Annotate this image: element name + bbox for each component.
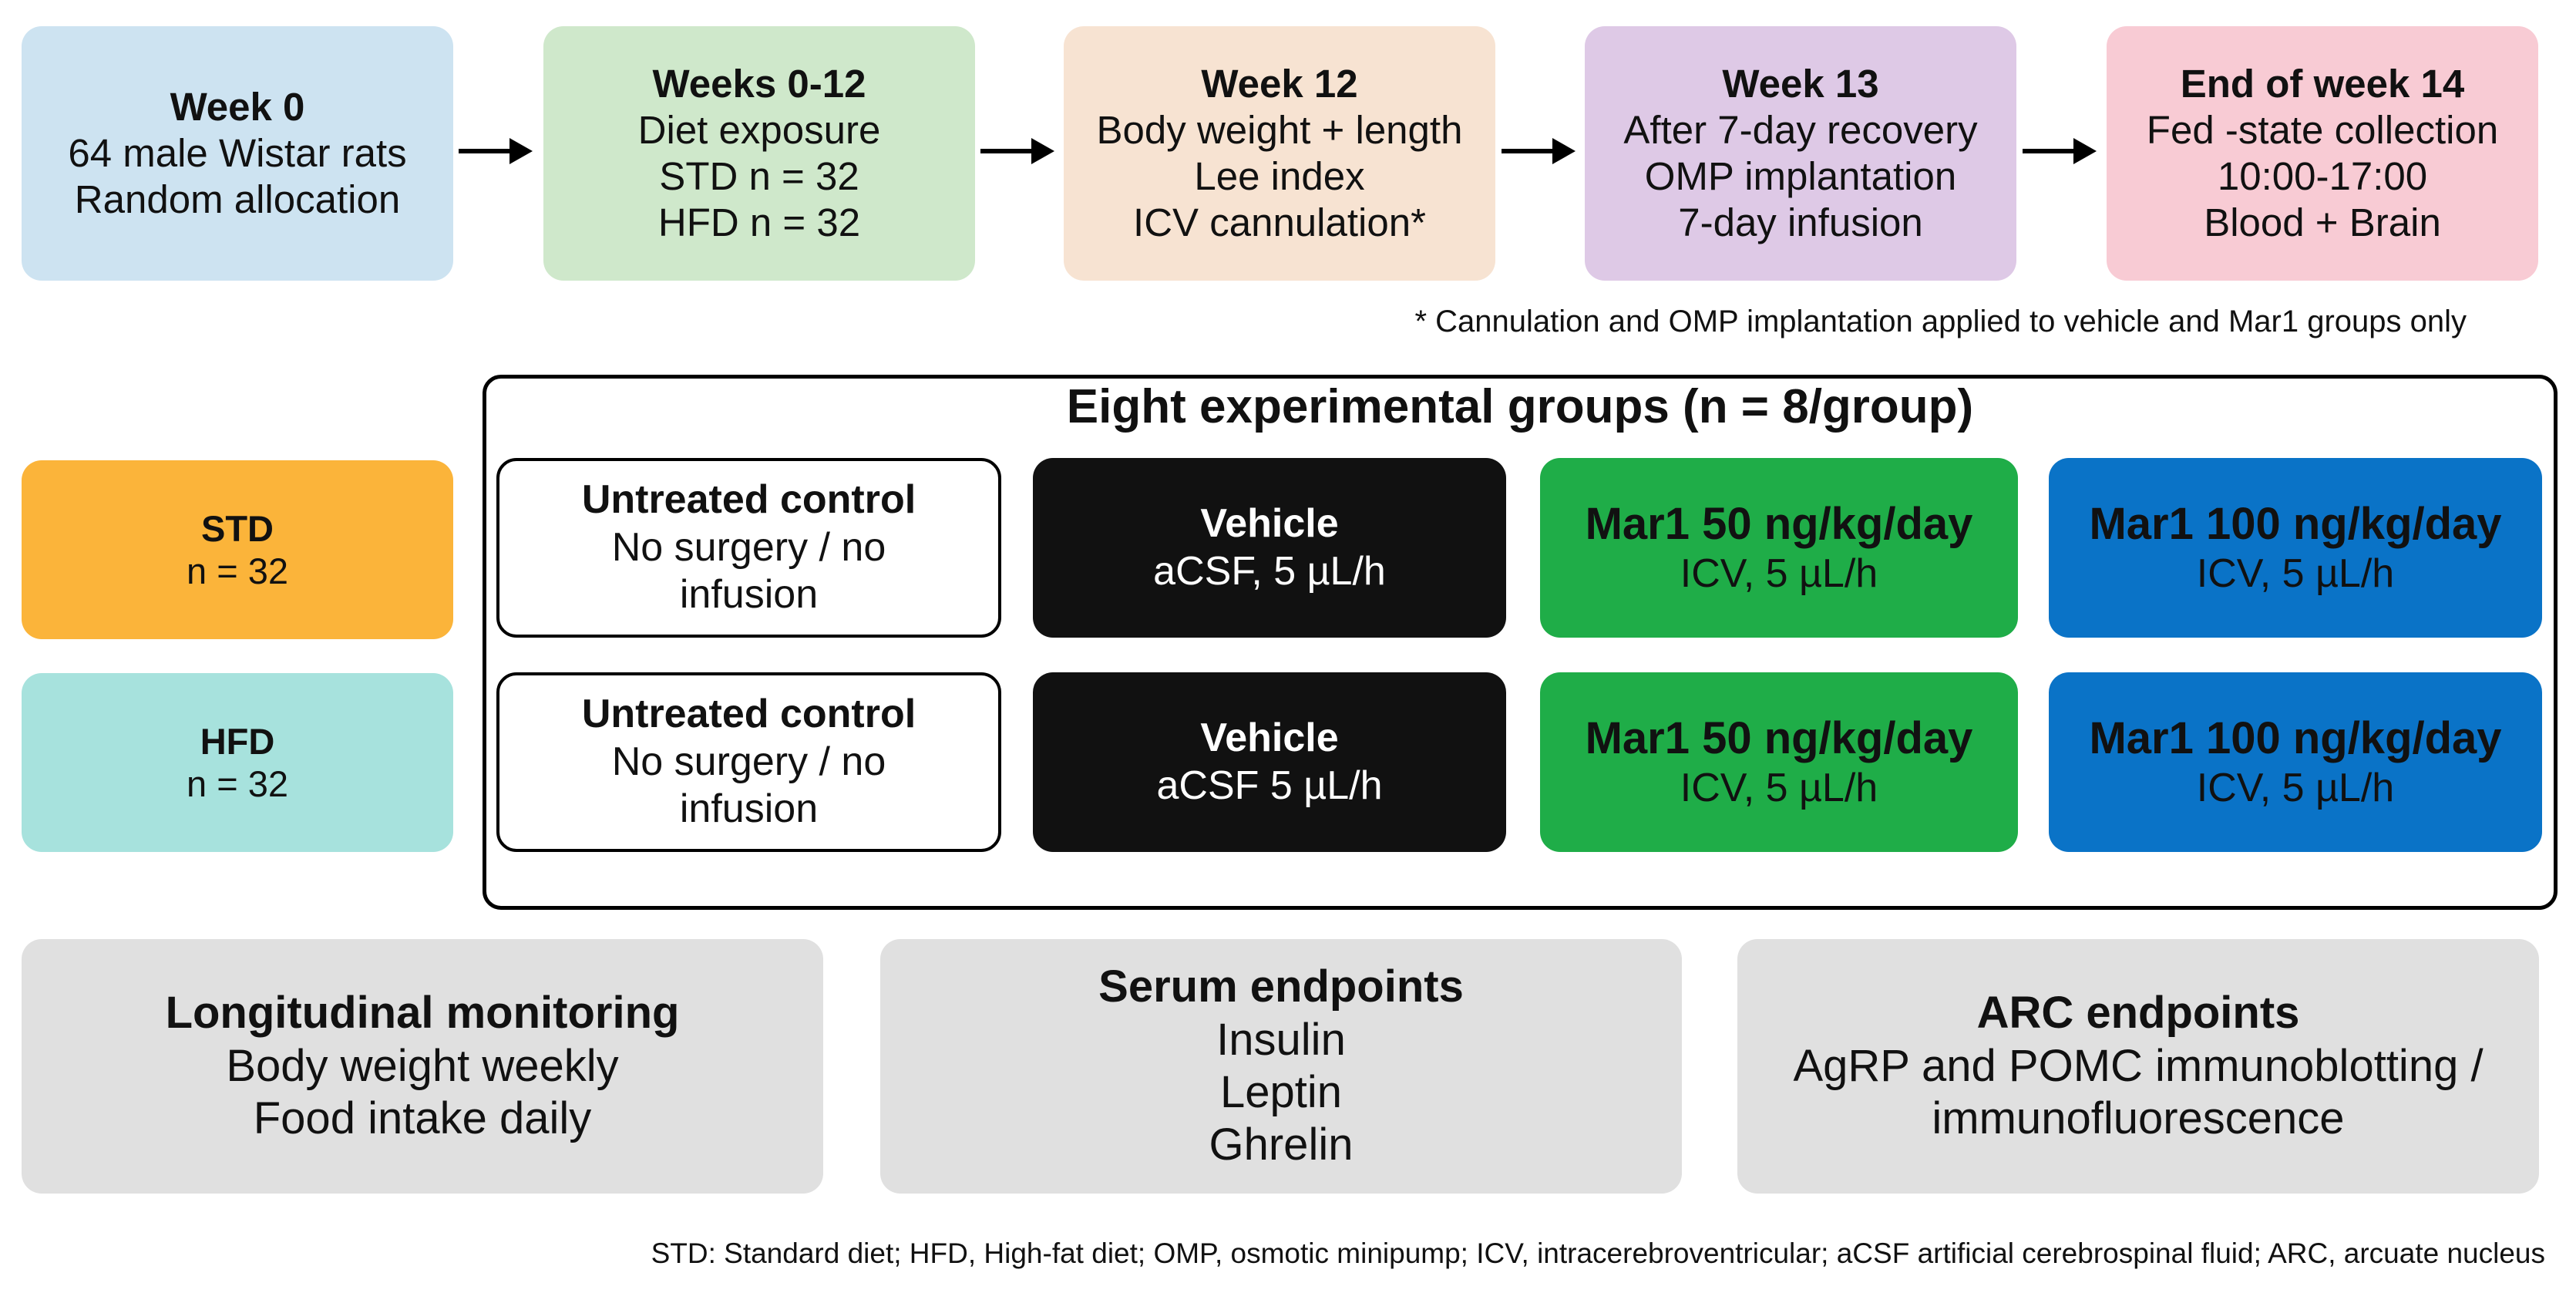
abbreviations-footer: STD: Standard diet; HFD, High-fat diet; … — [651, 1237, 2545, 1269]
endpoint-title: Serum endpoints — [1098, 961, 1464, 1012]
diet-box-hfd: HFD n = 32 — [22, 673, 453, 852]
group-vehicle-hfd: Vehicle aCSF 5 µL/h — [1033, 672, 1506, 852]
group-line: infusion — [679, 572, 819, 618]
group-title: Mar1 50 ng/kg/day — [1585, 712, 1973, 763]
group-untreated-hfd: Untreated control No surgery / no infusi… — [496, 672, 1001, 852]
timeline-line: Body weight + length — [1096, 107, 1463, 152]
endpoint-line: Food intake daily — [253, 1093, 592, 1144]
endpoint-arc: ARC endpoints AgRP and POMC immunoblotti… — [1737, 939, 2539, 1194]
timeline-week-13: Week 13 After 7-day recovery OMP implant… — [1585, 26, 2016, 281]
timeline-title: Week 13 — [1722, 61, 1879, 106]
group-line: ICV, 5 µL/h — [2196, 551, 2395, 597]
group-title: Vehicle — [1200, 716, 1339, 761]
timeline-title: Weeks 0-12 — [652, 61, 866, 106]
timeline-line: HFD n = 32 — [657, 200, 861, 245]
endpoint-line: AgRP and POMC immunoblotting / — [1793, 1040, 2484, 1091]
endpoint-title: Longitudinal monitoring — [165, 988, 680, 1039]
group-line: infusion — [679, 786, 819, 832]
timeline-line: Random allocation — [74, 177, 401, 222]
group-title: Untreated control — [581, 477, 916, 523]
diet-box-std: STD n = 32 — [22, 460, 453, 639]
endpoint-line: immunofluorescence — [1932, 1093, 2345, 1144]
group-mar1-100-hfd: Mar1 100 ng/kg/day ICV, 5 µL/h — [2049, 672, 2542, 852]
experimental-groups-title: Eight experimental groups (n = 8/group) — [1066, 380, 1974, 433]
group-title: Untreated control — [581, 692, 916, 737]
timeline-line: Diet exposure — [637, 107, 881, 152]
timeline-line: ICV cannulation* — [1133, 200, 1426, 245]
timeline-title: Week 12 — [1201, 61, 1358, 106]
timeline-week-0: Week 0 64 male Wistar rats Random alloca… — [22, 26, 453, 281]
group-mar1-100-std: Mar1 100 ng/kg/day ICV, 5 µL/h — [2049, 458, 2542, 638]
arrow-right-icon — [1502, 138, 1576, 164]
endpoint-line: Ghrelin — [1209, 1120, 1354, 1170]
footnote: * Cannulation and OMP implantation appli… — [1414, 305, 2467, 338]
group-title: Mar1 50 ng/kg/day — [1585, 498, 1973, 549]
group-mar1-50-std: Mar1 50 ng/kg/day ICV, 5 µL/h — [1540, 458, 2018, 638]
timeline-weeks-0-12: Weeks 0-12 Diet exposure STD n = 32 HFD … — [543, 26, 975, 281]
experimental-groups-frame — [483, 375, 2558, 910]
endpoint-serum: Serum endpoints Insulin Leptin Ghrelin — [880, 939, 1682, 1194]
group-untreated-std: Untreated control No surgery / no infusi… — [496, 458, 1001, 638]
timeline-title: End of week 14 — [2180, 61, 2465, 106]
diet-title: HFD — [200, 720, 275, 762]
arrow-right-icon — [980, 138, 1054, 164]
endpoint-title: ARC endpoints — [1976, 988, 2300, 1039]
group-mar1-50-hfd: Mar1 50 ng/kg/day ICV, 5 µL/h — [1540, 672, 2018, 852]
group-line: ICV, 5 µL/h — [1680, 766, 1878, 811]
timeline-line: STD n = 32 — [659, 154, 859, 198]
timeline-line: Fed -state collection — [2146, 107, 2499, 152]
group-title: Mar1 100 ng/kg/day — [2089, 712, 2502, 763]
timeline-line: Blood + Brain — [2204, 200, 2441, 245]
endpoint-line: Body weight weekly — [226, 1040, 619, 1091]
diet-count: n = 32 — [187, 551, 288, 591]
timeline-line: After 7-day recovery — [1623, 107, 1978, 152]
arrow-right-icon — [2023, 138, 2097, 164]
timeline-line: 64 male Wistar rats — [68, 130, 407, 175]
timeline-line: OMP implantation — [1644, 154, 1957, 198]
timeline-line: 10:00-17:00 — [2217, 154, 2428, 198]
diet-title: STD — [201, 507, 274, 549]
group-vehicle-std: Vehicle aCSF, 5 µL/h — [1033, 458, 1506, 638]
endpoint-line: Leptin — [1219, 1067, 1343, 1117]
group-title: Mar1 100 ng/kg/day — [2089, 498, 2502, 549]
timeline-line: Lee index — [1194, 154, 1365, 198]
diet-count: n = 32 — [187, 763, 288, 804]
timeline-line: 7-day infusion — [1678, 200, 1923, 245]
arrow-right-icon — [459, 138, 533, 164]
group-line: No surgery / no — [611, 524, 886, 570]
group-line: No surgery / no — [611, 739, 886, 784]
group-title: Vehicle — [1200, 501, 1339, 547]
timeline-title: Week 0 — [170, 84, 305, 129]
group-line: aCSF, 5 µL/h — [1153, 548, 1386, 594]
timeline-end-week-14: End of week 14 Fed -state collection 10:… — [2107, 26, 2538, 281]
group-line: ICV, 5 µL/h — [1680, 551, 1878, 597]
group-line: aCSF 5 µL/h — [1156, 763, 1383, 808]
group-line: ICV, 5 µL/h — [2196, 766, 2395, 811]
endpoint-longitudinal: Longitudinal monitoring Body weight week… — [22, 939, 823, 1194]
timeline-week-12: Week 12 Body weight + length Lee index I… — [1064, 26, 1495, 281]
endpoint-line: Insulin — [1216, 1014, 1346, 1065]
